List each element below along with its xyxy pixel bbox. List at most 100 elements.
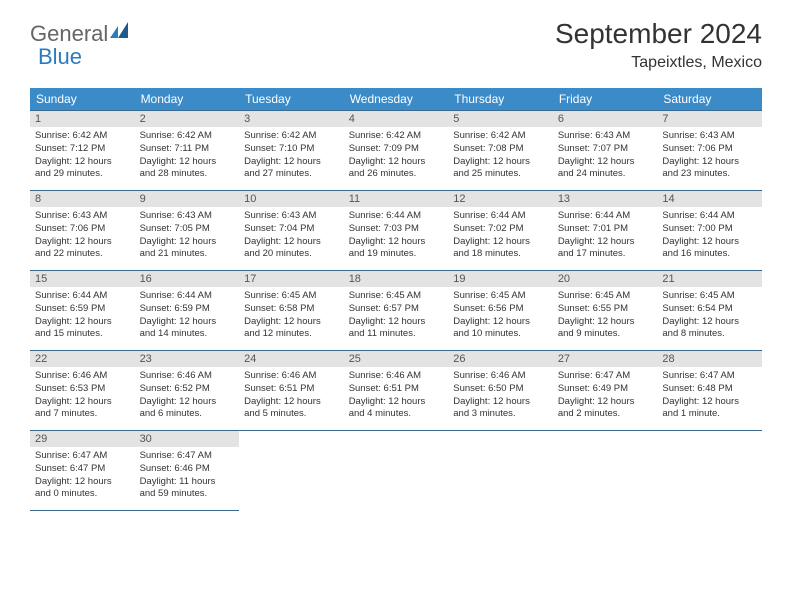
day-number: 19 <box>448 271 553 287</box>
day-number: 11 <box>344 191 449 207</box>
day-number: 3 <box>239 111 344 127</box>
day-info-line: Sunset: 7:07 PM <box>558 143 653 156</box>
day-info-line: Sunset: 7:03 PM <box>349 223 444 236</box>
day-info-line: and 27 minutes. <box>244 168 339 181</box>
day-info-line: and 0 minutes. <box>35 488 130 501</box>
day-info-line: and 6 minutes. <box>140 408 235 421</box>
day-info: Sunrise: 6:42 AMSunset: 7:12 PMDaylight:… <box>30 127 135 184</box>
day-cell: 18Sunrise: 6:45 AMSunset: 6:57 PMDayligh… <box>344 271 449 351</box>
calendar-row: 22Sunrise: 6:46 AMSunset: 6:53 PMDayligh… <box>30 351 762 431</box>
day-info-line: Sunrise: 6:43 AM <box>244 210 339 223</box>
day-info-line: Daylight: 12 hours <box>35 316 130 329</box>
day-info: Sunrise: 6:45 AMSunset: 6:57 PMDaylight:… <box>344 287 449 344</box>
day-info-line: Sunrise: 6:47 AM <box>35 450 130 463</box>
day-number: 27 <box>553 351 658 367</box>
day-number: 28 <box>657 351 762 367</box>
day-info: Sunrise: 6:46 AMSunset: 6:51 PMDaylight:… <box>239 367 344 424</box>
day-info-line: Sunset: 6:59 PM <box>140 303 235 316</box>
day-cell: 10Sunrise: 6:43 AMSunset: 7:04 PMDayligh… <box>239 191 344 271</box>
day-info-line: Sunset: 6:52 PM <box>140 383 235 396</box>
day-cell: 8Sunrise: 6:43 AMSunset: 7:06 PMDaylight… <box>30 191 135 271</box>
day-info: Sunrise: 6:42 AMSunset: 7:11 PMDaylight:… <box>135 127 240 184</box>
day-info-line: and 59 minutes. <box>140 488 235 501</box>
logo-icon <box>110 18 130 44</box>
day-info-line: Daylight: 12 hours <box>140 396 235 409</box>
day-cell: 25Sunrise: 6:46 AMSunset: 6:51 PMDayligh… <box>344 351 449 431</box>
day-info-line: and 17 minutes. <box>558 248 653 261</box>
day-cell: 12Sunrise: 6:44 AMSunset: 7:02 PMDayligh… <box>448 191 553 271</box>
day-number: 22 <box>30 351 135 367</box>
day-info-line: Sunset: 7:11 PM <box>140 143 235 156</box>
day-info-line: and 9 minutes. <box>558 328 653 341</box>
day-number: 14 <box>657 191 762 207</box>
day-info-line: Sunset: 6:51 PM <box>244 383 339 396</box>
day-info-line: Daylight: 12 hours <box>349 316 444 329</box>
day-cell: 14Sunrise: 6:44 AMSunset: 7:00 PMDayligh… <box>657 191 762 271</box>
day-info-line: and 20 minutes. <box>244 248 339 261</box>
header: General September 2024 Tapeixtles, Mexic… <box>0 0 792 80</box>
day-info: Sunrise: 6:43 AMSunset: 7:04 PMDaylight:… <box>239 207 344 264</box>
day-info: Sunrise: 6:44 AMSunset: 6:59 PMDaylight:… <box>30 287 135 344</box>
day-info-line: Daylight: 12 hours <box>349 396 444 409</box>
day-number: 25 <box>344 351 449 367</box>
day-info-line: Sunset: 6:53 PM <box>35 383 130 396</box>
day-number: 9 <box>135 191 240 207</box>
day-info-line: Sunset: 6:56 PM <box>453 303 548 316</box>
day-info-line: Sunrise: 6:46 AM <box>349 370 444 383</box>
day-info-line: and 22 minutes. <box>35 248 130 261</box>
day-info-line: Sunrise: 6:45 AM <box>558 290 653 303</box>
day-info-line: and 8 minutes. <box>662 328 757 341</box>
day-number: 23 <box>135 351 240 367</box>
day-info-line: Daylight: 12 hours <box>453 316 548 329</box>
day-info-line: Daylight: 12 hours <box>35 396 130 409</box>
calendar-row: 8Sunrise: 6:43 AMSunset: 7:06 PMDaylight… <box>30 191 762 271</box>
day-info: Sunrise: 6:47 AMSunset: 6:48 PMDaylight:… <box>657 367 762 424</box>
day-number: 12 <box>448 191 553 207</box>
day-number: 30 <box>135 431 240 447</box>
weekday-header: Friday <box>553 88 658 111</box>
weekday-header: Thursday <box>448 88 553 111</box>
day-number: 1 <box>30 111 135 127</box>
day-info-line: Sunset: 7:09 PM <box>349 143 444 156</box>
day-info-line: Daylight: 12 hours <box>35 236 130 249</box>
day-info: Sunrise: 6:46 AMSunset: 6:50 PMDaylight:… <box>448 367 553 424</box>
empty-cell <box>239 431 344 511</box>
day-info-line: Sunset: 7:08 PM <box>453 143 548 156</box>
day-info-line: Sunrise: 6:47 AM <box>140 450 235 463</box>
day-info-line: Sunrise: 6:46 AM <box>244 370 339 383</box>
day-info: Sunrise: 6:46 AMSunset: 6:53 PMDaylight:… <box>30 367 135 424</box>
day-cell: 1Sunrise: 6:42 AMSunset: 7:12 PMDaylight… <box>30 111 135 191</box>
day-info-line: Daylight: 12 hours <box>244 396 339 409</box>
day-info-line: Sunrise: 6:45 AM <box>662 290 757 303</box>
day-info-line: and 26 minutes. <box>349 168 444 181</box>
day-cell: 15Sunrise: 6:44 AMSunset: 6:59 PMDayligh… <box>30 271 135 351</box>
day-info-line: Daylight: 11 hours <box>140 476 235 489</box>
day-info-line: Daylight: 12 hours <box>140 156 235 169</box>
day-info-line: Sunset: 7:06 PM <box>662 143 757 156</box>
day-info-line: and 4 minutes. <box>349 408 444 421</box>
day-info-line: Sunrise: 6:42 AM <box>140 130 235 143</box>
day-cell: 16Sunrise: 6:44 AMSunset: 6:59 PMDayligh… <box>135 271 240 351</box>
day-info-line: Daylight: 12 hours <box>558 156 653 169</box>
day-cell: 9Sunrise: 6:43 AMSunset: 7:05 PMDaylight… <box>135 191 240 271</box>
day-info-line: and 25 minutes. <box>453 168 548 181</box>
logo-text-blue: Blue <box>38 44 82 70</box>
day-info-line: Sunrise: 6:44 AM <box>349 210 444 223</box>
day-number: 7 <box>657 111 762 127</box>
day-info-line: Daylight: 12 hours <box>140 236 235 249</box>
day-info-line: Sunrise: 6:44 AM <box>35 290 130 303</box>
day-info-line: Sunrise: 6:42 AM <box>349 130 444 143</box>
day-info-line: Daylight: 12 hours <box>35 476 130 489</box>
day-info: Sunrise: 6:46 AMSunset: 6:51 PMDaylight:… <box>344 367 449 424</box>
day-info: Sunrise: 6:43 AMSunset: 7:07 PMDaylight:… <box>553 127 658 184</box>
day-info-line: Sunrise: 6:47 AM <box>558 370 653 383</box>
weekday-header: Sunday <box>30 88 135 111</box>
calendar-table: SundayMondayTuesdayWednesdayThursdayFrid… <box>30 88 762 511</box>
day-info-line: Sunrise: 6:44 AM <box>662 210 757 223</box>
day-info: Sunrise: 6:44 AMSunset: 7:01 PMDaylight:… <box>553 207 658 264</box>
day-info-line: Sunset: 7:00 PM <box>662 223 757 236</box>
weekday-header: Tuesday <box>239 88 344 111</box>
day-info-line: Sunset: 6:54 PM <box>662 303 757 316</box>
day-info: Sunrise: 6:45 AMSunset: 6:58 PMDaylight:… <box>239 287 344 344</box>
day-number: 18 <box>344 271 449 287</box>
